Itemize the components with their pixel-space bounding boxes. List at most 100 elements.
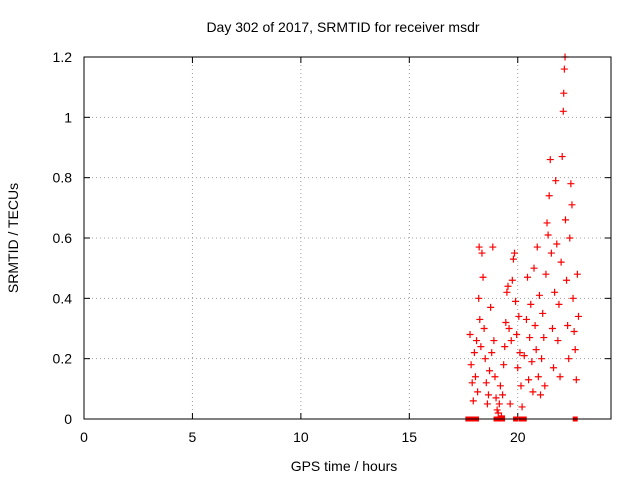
plot-frame [83,56,612,420]
data-point [553,240,561,248]
x-tick-label: 20 [510,429,526,445]
data-point [503,288,511,296]
data-point [529,388,537,396]
data-point [508,276,516,284]
data-point [552,177,560,185]
data-point [518,403,526,411]
data-point [546,156,554,164]
data-point [525,376,533,384]
y-tick-label: 0.6 [53,230,73,246]
data-point [492,394,500,402]
data-point [572,376,580,384]
data-point [558,153,566,161]
data-point [513,331,521,339]
chart-title: Day 302 of 2017, SRMTID for receiver msd… [206,19,479,35]
data-point [561,216,569,224]
data-point [482,379,490,387]
data-point [560,65,568,73]
data-point [473,337,481,345]
data-point [574,312,582,320]
data-point [522,315,530,323]
data-point [567,180,575,188]
data-point [499,391,507,399]
data-point [467,361,475,369]
data-point [564,321,572,329]
grid-lines [84,57,611,419]
data-point [532,346,540,354]
y-tick-label: 1 [64,109,72,125]
data-point [488,349,496,357]
data-point [515,312,523,320]
data-points [465,53,582,422]
data-point [551,288,559,296]
data-point [542,270,550,278]
data-point [535,291,543,299]
x-axis-label: GPS time / hours [291,458,398,474]
data-point [520,352,528,360]
data-point [554,337,562,345]
data-point [534,373,542,381]
data-point [531,321,539,329]
data-point [501,343,509,351]
data-point [540,334,548,342]
data-point [490,337,498,345]
data-point [517,382,525,390]
data-point [545,192,553,200]
data-point [493,406,501,414]
data-point [489,243,497,251]
data-point [539,309,547,317]
data-point [495,400,503,408]
data-point [573,270,581,278]
data-point [477,343,485,351]
y-tick-label: 1.2 [53,49,73,65]
data-point [476,315,484,323]
data-point [565,355,573,363]
data-point [509,255,517,263]
data-point [506,400,514,408]
data-point [527,300,535,308]
data-point [514,364,522,372]
data-point [537,391,545,399]
data-point [563,276,571,284]
data-point [544,231,552,239]
data-point [484,391,492,399]
data-point [526,334,534,342]
data-point [510,249,518,257]
data-point [550,364,558,372]
data-point [569,294,577,302]
x-tick-label: 10 [293,429,309,445]
data-point [557,258,565,266]
data-point [571,346,579,354]
data-point [500,361,508,369]
data-point [480,325,488,332]
data-point [483,400,491,408]
data-point [478,249,486,257]
y-tick-label: 0 [64,411,72,427]
axis-ticks: 0 5 10 15 20 0 0.2 0.4 0.6 0.8 1 1.2 [53,49,611,445]
data-point [559,107,567,115]
data-point [568,201,576,209]
data-point [504,282,512,290]
data-point [556,373,564,381]
data-point [491,373,499,381]
x-tick-label: 0 [80,429,88,445]
x-tick-label: 5 [189,429,197,445]
data-point [538,355,546,363]
data-point [541,382,549,390]
data-point [530,264,538,272]
data-point [516,349,524,357]
data-point [475,294,483,302]
y-tick-label: 0.8 [53,170,73,186]
data-point [469,397,477,405]
y-tick-label: 0.2 [53,351,73,367]
data-point [528,358,536,366]
data-point [471,373,479,381]
y-axis-label: SRMTID / TECUs [5,183,21,293]
data-point [555,300,563,308]
data-point [468,379,476,387]
data-point [481,355,489,363]
x-tick-label: 15 [402,429,418,445]
data-point [548,325,556,332]
data-point [496,382,504,390]
